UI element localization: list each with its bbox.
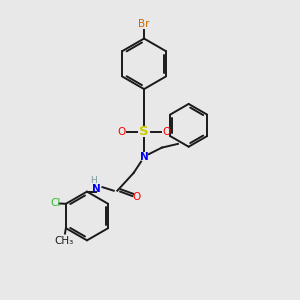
Text: CH₃: CH₃ [55, 236, 74, 247]
Text: S: S [139, 125, 149, 138]
Text: N: N [140, 152, 148, 161]
Text: O: O [163, 127, 171, 136]
Text: O: O [117, 127, 126, 136]
Text: O: O [133, 192, 141, 202]
Text: N: N [92, 184, 100, 194]
Text: H: H [90, 176, 97, 185]
Text: Cl: Cl [50, 198, 61, 208]
Text: Br: Br [138, 19, 150, 29]
